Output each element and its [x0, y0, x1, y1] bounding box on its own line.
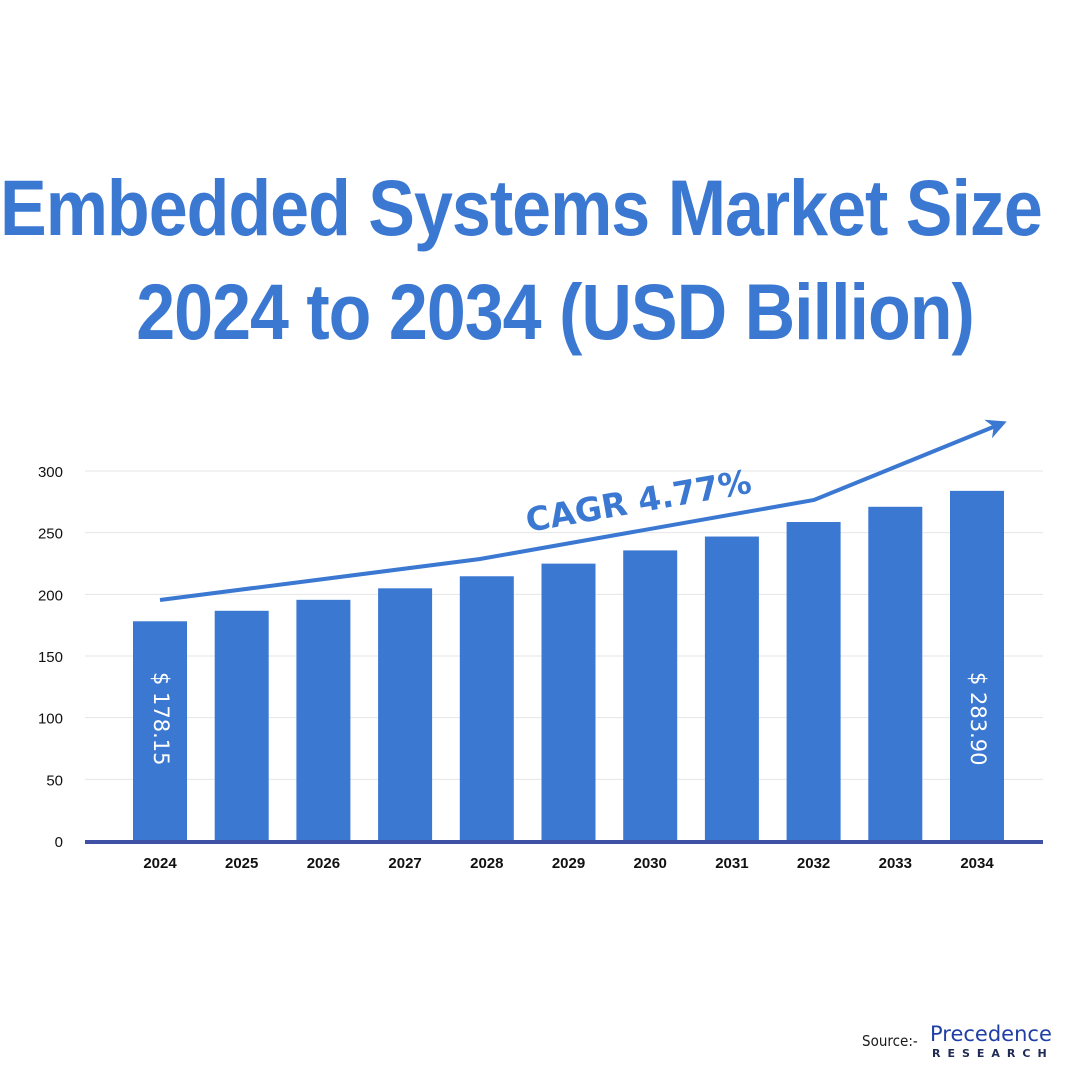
data-labels: $ 178.15 $ 283.90 [149, 672, 990, 766]
precedence-research-logo: Precedence RESEARCH [930, 1022, 1070, 1066]
x-tick-label: 2025 [225, 855, 258, 872]
source-label: Source:- [862, 1032, 918, 1050]
bar-2024 [133, 621, 187, 841]
x-tick-label: 2031 [715, 855, 748, 872]
x-tick-label: 2024 [143, 855, 177, 872]
x-tick-label: 2030 [634, 855, 667, 872]
logo-brand-subtext: RESEARCH [932, 1047, 1054, 1060]
x-tick-label: 2026 [307, 855, 340, 872]
bar-2027 [378, 588, 433, 841]
y-tick-label: 200 [38, 587, 63, 604]
bar-2032 [786, 522, 841, 841]
bar-2034 [950, 490, 1004, 841]
y-tick-label: 150 [38, 649, 63, 666]
y-tick-label: 100 [38, 711, 63, 728]
chart-title-line-1: Embedded Systems Market Size [0, 164, 1043, 252]
x-tick-label: 2032 [797, 855, 830, 872]
bar-2030 [623, 550, 678, 841]
data-label-2024: $ 178.15 [149, 672, 173, 766]
logo-brand-text: Precedence [930, 1022, 1052, 1046]
x-tick-label: 2028 [470, 855, 503, 872]
x-tick-label: 2029 [552, 855, 585, 872]
y-axis-tick-labels: 0 50 100 150 200 250 300 [38, 464, 63, 851]
data-label-2034: $ 283.90 [966, 672, 990, 766]
x-axis-tick-labels: 2024 2025 2026 2027 2028 2029 2030 2031 2032 2033… [143, 855, 994, 872]
x-tick-label: 2033 [879, 855, 912, 872]
bar-2028 [459, 576, 514, 841]
bar-2029 [541, 563, 596, 841]
bars [133, 490, 1004, 841]
bar-2033 [868, 506, 923, 841]
y-tick-label: 300 [38, 464, 63, 481]
y-tick-label: 250 [38, 526, 63, 543]
chart-title-line-2: 2024 to 2034 (USD Billion) [136, 268, 975, 356]
y-tick-label: 50 [46, 772, 63, 789]
bar-2031 [704, 536, 759, 841]
cagr-trend-arrow [159, 419, 1007, 602]
x-tick-label: 2027 [388, 855, 421, 872]
bar-2026 [296, 599, 351, 841]
y-tick-label: 0 [55, 834, 63, 851]
bar-2025 [214, 610, 269, 841]
x-tick-label: 2034 [960, 855, 994, 872]
cagr-annotation: CAGR 4.77% [523, 462, 755, 540]
